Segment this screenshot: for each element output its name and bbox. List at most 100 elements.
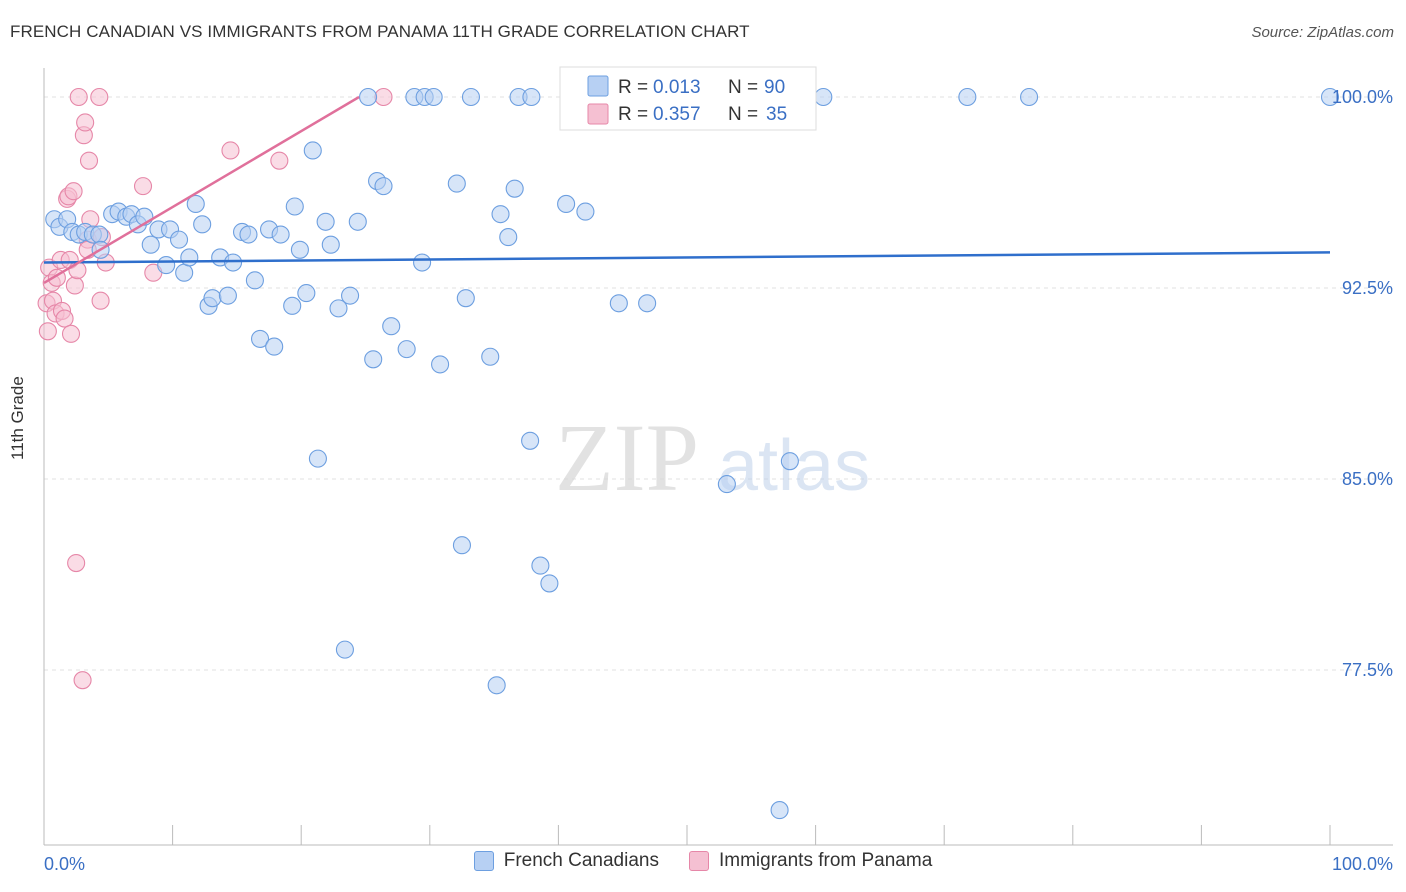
french-canadian-point bbox=[186, 194, 205, 214]
french-canadian-point bbox=[540, 574, 559, 593]
french-canadian-point bbox=[175, 263, 194, 282]
french-canadian-point bbox=[531, 556, 550, 575]
french-canadian-point bbox=[487, 676, 506, 695]
french-canadian-point bbox=[359, 87, 378, 107]
y-tick-label: 92.5% bbox=[1342, 278, 1393, 298]
french-canadian-point bbox=[638, 294, 657, 313]
y-tick-label: 77.5% bbox=[1342, 660, 1393, 680]
legend-n-label-1: N = bbox=[728, 77, 758, 98]
legend-r-label-2: R = bbox=[618, 104, 648, 125]
trend-line-french-canadians bbox=[43, 251, 1331, 264]
french-canadian-point bbox=[348, 212, 367, 231]
french-canadian-point bbox=[218, 286, 237, 305]
french-canadian-point bbox=[447, 174, 466, 193]
panama-point bbox=[55, 309, 74, 328]
legend-item-french-canadians[interactable]: French Canadians bbox=[473, 850, 659, 872]
french-canadian-point bbox=[499, 228, 518, 247]
y-tick-label: 100.0% bbox=[1332, 87, 1393, 107]
trend-line-immigrants-from-panama bbox=[43, 95, 360, 284]
french-canadian-point bbox=[456, 289, 475, 308]
french-canadian-point bbox=[303, 141, 322, 160]
french-canadian-point bbox=[374, 177, 393, 196]
french-canadian-point bbox=[770, 801, 789, 820]
panama-point bbox=[221, 141, 240, 160]
legend-swatch-blue bbox=[587, 75, 609, 97]
french-canadian-point bbox=[413, 253, 432, 272]
x-tick-label-max: 100.0% bbox=[1332, 854, 1393, 874]
french-canadian-point bbox=[316, 212, 335, 231]
legend-r-value-2: 0.357 bbox=[653, 104, 701, 125]
french-canadian-point bbox=[308, 449, 327, 468]
french-canadian-point bbox=[1020, 87, 1039, 107]
stats-legend: R = 0.013 N = 90 R = 0.357 N = 35 bbox=[559, 66, 817, 131]
french-canadian-point bbox=[297, 284, 316, 303]
french-canadian-point bbox=[521, 431, 540, 450]
french-canadian-point bbox=[180, 248, 199, 267]
french-canadian-point bbox=[329, 299, 348, 318]
french-canadian-point bbox=[717, 475, 736, 494]
french-canadian-point bbox=[90, 225, 109, 244]
panama-point bbox=[374, 87, 393, 107]
french-canadian-point bbox=[522, 87, 541, 107]
trend-lines bbox=[43, 95, 1331, 284]
legend-r-label-1: R = bbox=[618, 77, 648, 98]
y-tick-labels: 77.5% 85.0% 92.5% 100.0% bbox=[1332, 87, 1393, 680]
legend-r-value-1: 0.013 bbox=[653, 77, 701, 98]
french-canadian-point bbox=[431, 355, 450, 374]
french-canadian-point bbox=[283, 296, 302, 315]
french-canadian-point bbox=[364, 350, 383, 369]
panama-point bbox=[73, 671, 92, 690]
chart-title: FRENCH CANADIAN VS IMMIGRANTS FROM PANAM… bbox=[10, 22, 750, 41]
source-label: Source: ZipAtlas.com bbox=[1251, 24, 1394, 41]
french-canadian-point bbox=[169, 230, 189, 249]
french-canadian-point bbox=[285, 197, 304, 216]
panama-point bbox=[67, 553, 86, 573]
panama-point bbox=[65, 276, 84, 295]
series-immigrants-from-panama bbox=[37, 87, 393, 690]
panama-point bbox=[38, 322, 57, 341]
legend-n-value-1: 90 bbox=[764, 77, 785, 98]
panama-point bbox=[133, 177, 153, 196]
x-tick-label-min: 0.0% bbox=[44, 854, 85, 874]
french-canadian-point bbox=[245, 271, 264, 290]
french-canadian-point bbox=[290, 240, 309, 259]
french-canadian-point bbox=[424, 87, 443, 107]
watermark-zip: ZIP bbox=[555, 404, 699, 511]
french-canadian-point bbox=[576, 202, 595, 221]
french-canadian-point bbox=[239, 225, 258, 244]
legend-label-immigrants-from-panama: Immigrants from Panama bbox=[718, 850, 933, 871]
legend-swatch-french-canadians bbox=[473, 851, 494, 871]
french-canadian-point bbox=[397, 340, 416, 359]
panama-point bbox=[76, 113, 95, 132]
french-canadian-point bbox=[250, 329, 270, 348]
legend-label-french-canadians: French Canadians bbox=[503, 850, 659, 871]
french-canadian-point bbox=[382, 317, 401, 336]
french-canadian-point bbox=[958, 87, 977, 107]
y-tick-label: 85.0% bbox=[1342, 469, 1393, 489]
legend-item-immigrants-from-panama[interactable]: Immigrants from Panama bbox=[688, 850, 933, 872]
french-canadian-point bbox=[557, 194, 576, 214]
panama-point bbox=[79, 151, 99, 170]
gridlines bbox=[44, 96, 1393, 671]
series-legend: French Canadians Immigrants from Panama bbox=[0, 850, 1406, 872]
french-canadian-point bbox=[265, 337, 284, 356]
legend-n-label-2: N = bbox=[728, 104, 758, 125]
french-canadian-point bbox=[452, 536, 472, 555]
french-canadian-point bbox=[461, 87, 481, 107]
french-canadian-point bbox=[223, 253, 243, 272]
french-canadian-point bbox=[203, 289, 222, 308]
panama-point bbox=[69, 87, 88, 107]
panama-point bbox=[90, 87, 109, 107]
panama-point bbox=[64, 182, 83, 201]
french-canadian-point bbox=[157, 256, 176, 275]
french-canadian-point bbox=[1320, 87, 1340, 107]
french-canadian-point bbox=[141, 235, 160, 254]
french-canadian-point bbox=[814, 87, 833, 107]
legend-n-value-2: 35 bbox=[766, 104, 787, 125]
french-canadian-point bbox=[780, 452, 799, 471]
french-canadian-point bbox=[193, 215, 212, 234]
legend-swatch-immigrants-from-panama bbox=[688, 851, 709, 871]
french-canadian-point bbox=[335, 640, 354, 659]
french-canadian-point bbox=[341, 286, 360, 305]
